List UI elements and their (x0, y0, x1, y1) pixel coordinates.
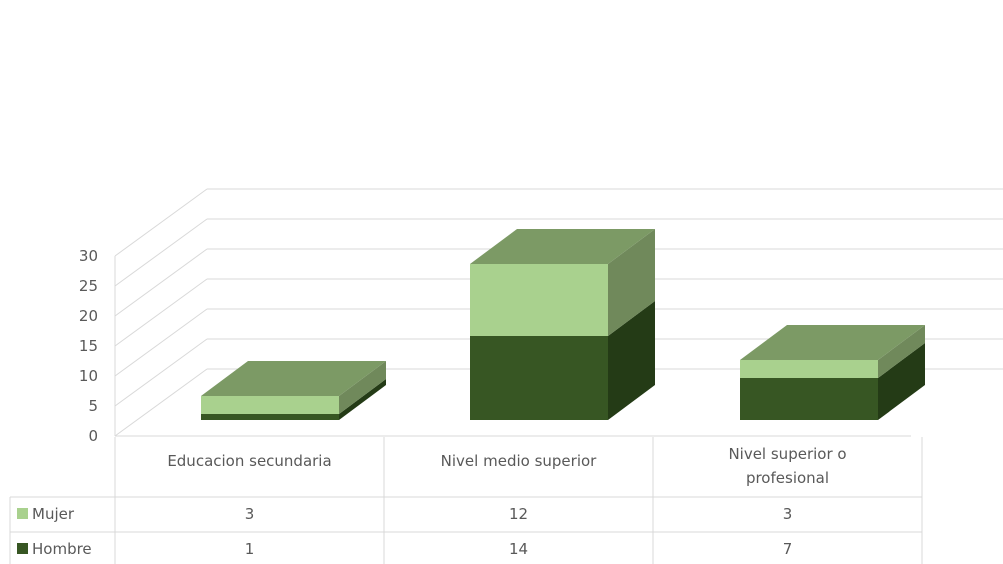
bar-mujer-front (201, 396, 339, 414)
bar-hombre-side (608, 301, 655, 420)
bar-hombre-side (878, 343, 925, 420)
data-value: 3 (245, 505, 255, 523)
legend-label: Hombre (32, 540, 92, 558)
legend-swatch (17, 508, 28, 519)
data-value: 12 (509, 505, 528, 523)
bar-top (470, 229, 655, 264)
y-tick-label: 20 (79, 307, 98, 325)
category-label: profesional (746, 469, 829, 487)
y-tick-label: 10 (79, 367, 98, 385)
y-tick-label: 30 (79, 247, 98, 265)
bar-mujer-side (878, 325, 925, 378)
legend-swatch (17, 543, 28, 554)
category-label: Nivel superior o (728, 445, 846, 463)
bar-hombre-side (339, 379, 386, 420)
category-label: Nivel medio superior (441, 452, 597, 470)
gridline-diagonal (114, 248, 208, 317)
data-value: 7 (783, 540, 793, 558)
category-label: Educacion secundaria (167, 452, 331, 470)
gridline-diagonal (114, 338, 208, 407)
y-tick-label: 0 (88, 427, 98, 445)
bars (201, 229, 925, 420)
y-tick-label: 5 (88, 397, 98, 415)
gridline-diagonal (114, 308, 208, 377)
bar-mujer-side (339, 361, 386, 414)
bar-mujer-front (470, 264, 608, 336)
bar-mujer-front (740, 360, 878, 378)
bar-hombre-front (470, 336, 608, 420)
gridline-diagonal (114, 218, 208, 287)
y-tick-label: 15 (79, 337, 98, 355)
legend-label: Mujer (32, 505, 75, 523)
data-value: 1 (245, 540, 255, 558)
data-table: Educacion secundaria Nivel medio superior… (9, 437, 923, 564)
data-value: 14 (509, 540, 528, 558)
gridline-diagonal (114, 368, 208, 437)
data-value: 3 (783, 505, 793, 523)
gridline-diagonal (114, 188, 208, 257)
bar-hombre-front (201, 414, 339, 420)
y-tick-label: 25 (79, 277, 98, 295)
bar-hombre-front (740, 378, 878, 420)
bar-mujer-side (608, 229, 655, 336)
bar-top (201, 361, 386, 396)
bar-top (740, 325, 925, 360)
gridline-diagonal (114, 278, 208, 347)
y-axis-ticks: 0 5 10 15 20 25 30 (79, 247, 98, 445)
